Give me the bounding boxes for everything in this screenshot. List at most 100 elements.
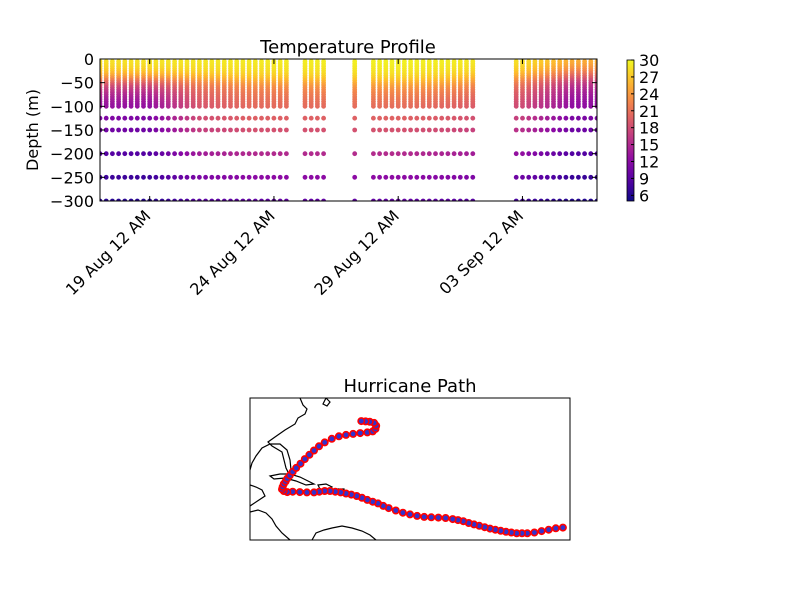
temperature-point <box>451 127 457 133</box>
temperature-point <box>315 198 320 201</box>
temperature-point <box>420 198 426 201</box>
temperature-point <box>582 127 587 133</box>
temperature-point <box>197 198 202 201</box>
temperature-point <box>569 115 575 121</box>
temperature-point <box>165 174 171 180</box>
track-point <box>420 512 429 521</box>
temperature-point <box>526 103 532 109</box>
x-tick-label: 19 Aug 12 AM <box>62 206 155 299</box>
temperature-point <box>165 151 171 157</box>
temperature-point <box>259 127 264 133</box>
temperature-point <box>271 127 277 133</box>
track-point <box>320 438 329 447</box>
temperature-point <box>544 115 550 121</box>
temperature-point <box>110 198 115 201</box>
temperature-point <box>228 115 233 121</box>
temperature-point <box>141 174 146 180</box>
temperature-point <box>433 198 438 201</box>
temperature-point <box>414 115 420 121</box>
temperature-point <box>588 115 594 121</box>
temperature-point <box>520 151 525 157</box>
temperature-point <box>526 174 532 180</box>
temperature-point <box>184 115 190 121</box>
temperature-point <box>178 115 184 121</box>
temperature-point <box>464 151 469 157</box>
temperature-point <box>520 174 525 180</box>
y-tick-label: −200 <box>50 145 94 164</box>
temperature-point <box>321 198 326 201</box>
temperature-point <box>209 103 215 109</box>
temperature-point <box>402 127 407 133</box>
temperature-point <box>371 151 376 157</box>
track-point <box>309 488 318 497</box>
temperature-point <box>203 127 209 133</box>
temperature-point <box>426 198 432 201</box>
temperature-point <box>377 198 382 201</box>
temperature-point <box>383 198 389 201</box>
temperature-point <box>153 174 159 180</box>
temperature-point <box>252 151 258 157</box>
temperature-point <box>159 174 165 180</box>
temperature-point <box>159 127 165 133</box>
temperature-point <box>594 198 597 201</box>
temperature-point <box>414 103 420 109</box>
track-point <box>305 450 314 459</box>
temperature-point <box>563 127 569 133</box>
track-point <box>434 513 443 522</box>
temperature-point <box>116 151 121 157</box>
colorbar-tick-label: 9 <box>639 169 649 188</box>
temperature-point <box>352 115 358 121</box>
temperature-point <box>190 115 196 121</box>
temperature-point <box>389 115 395 121</box>
temperature-point <box>433 103 438 109</box>
temperature-point <box>321 151 326 157</box>
temperature-point <box>557 198 563 201</box>
temperature-point <box>209 198 215 201</box>
temperature-point <box>451 103 457 109</box>
temperature-point <box>557 115 563 121</box>
temperature-point <box>557 174 563 180</box>
temperature-point <box>532 151 538 157</box>
temperature-point <box>122 198 128 201</box>
temperature-point <box>165 103 171 109</box>
temperature-point <box>395 151 401 157</box>
temperature-point <box>159 115 165 121</box>
temperature-point <box>284 151 289 157</box>
temperature-point <box>451 174 457 180</box>
temperature-point <box>414 198 420 201</box>
temperature-point <box>371 198 376 201</box>
temperature-point <box>526 127 532 133</box>
temperature-point <box>582 103 587 109</box>
temperature-point <box>426 174 432 180</box>
temperature-point <box>377 151 382 157</box>
track-point <box>405 510 414 519</box>
temperature-point <box>544 127 550 133</box>
temperature-point <box>563 151 569 157</box>
temperature-point <box>209 115 215 121</box>
temperature-point <box>451 198 457 201</box>
temperature-point <box>153 127 159 133</box>
temperature-point <box>457 127 463 133</box>
temperature-point <box>308 127 314 133</box>
temperature-point <box>451 115 457 121</box>
temperature-point <box>321 174 326 180</box>
temperature-point <box>103 174 109 180</box>
temperature-point <box>271 103 277 109</box>
temperature-point <box>464 174 469 180</box>
temperature-point <box>576 151 581 157</box>
temperature-point <box>308 174 314 180</box>
y-tick-label: −100 <box>50 97 94 116</box>
track-point <box>341 430 350 439</box>
temperature-point <box>439 198 445 201</box>
x-tick-label: 24 Aug 12 AM <box>186 206 279 299</box>
temperature-point <box>513 115 519 121</box>
temperature-point <box>377 115 382 121</box>
temperature-point <box>389 174 395 180</box>
temperature-point <box>234 103 240 109</box>
temperature-point <box>520 127 525 133</box>
temperature-point <box>426 115 432 121</box>
temperature-point <box>141 151 146 157</box>
temperature-point <box>563 174 569 180</box>
temperature-point <box>116 174 121 180</box>
temperature-point <box>110 174 115 180</box>
